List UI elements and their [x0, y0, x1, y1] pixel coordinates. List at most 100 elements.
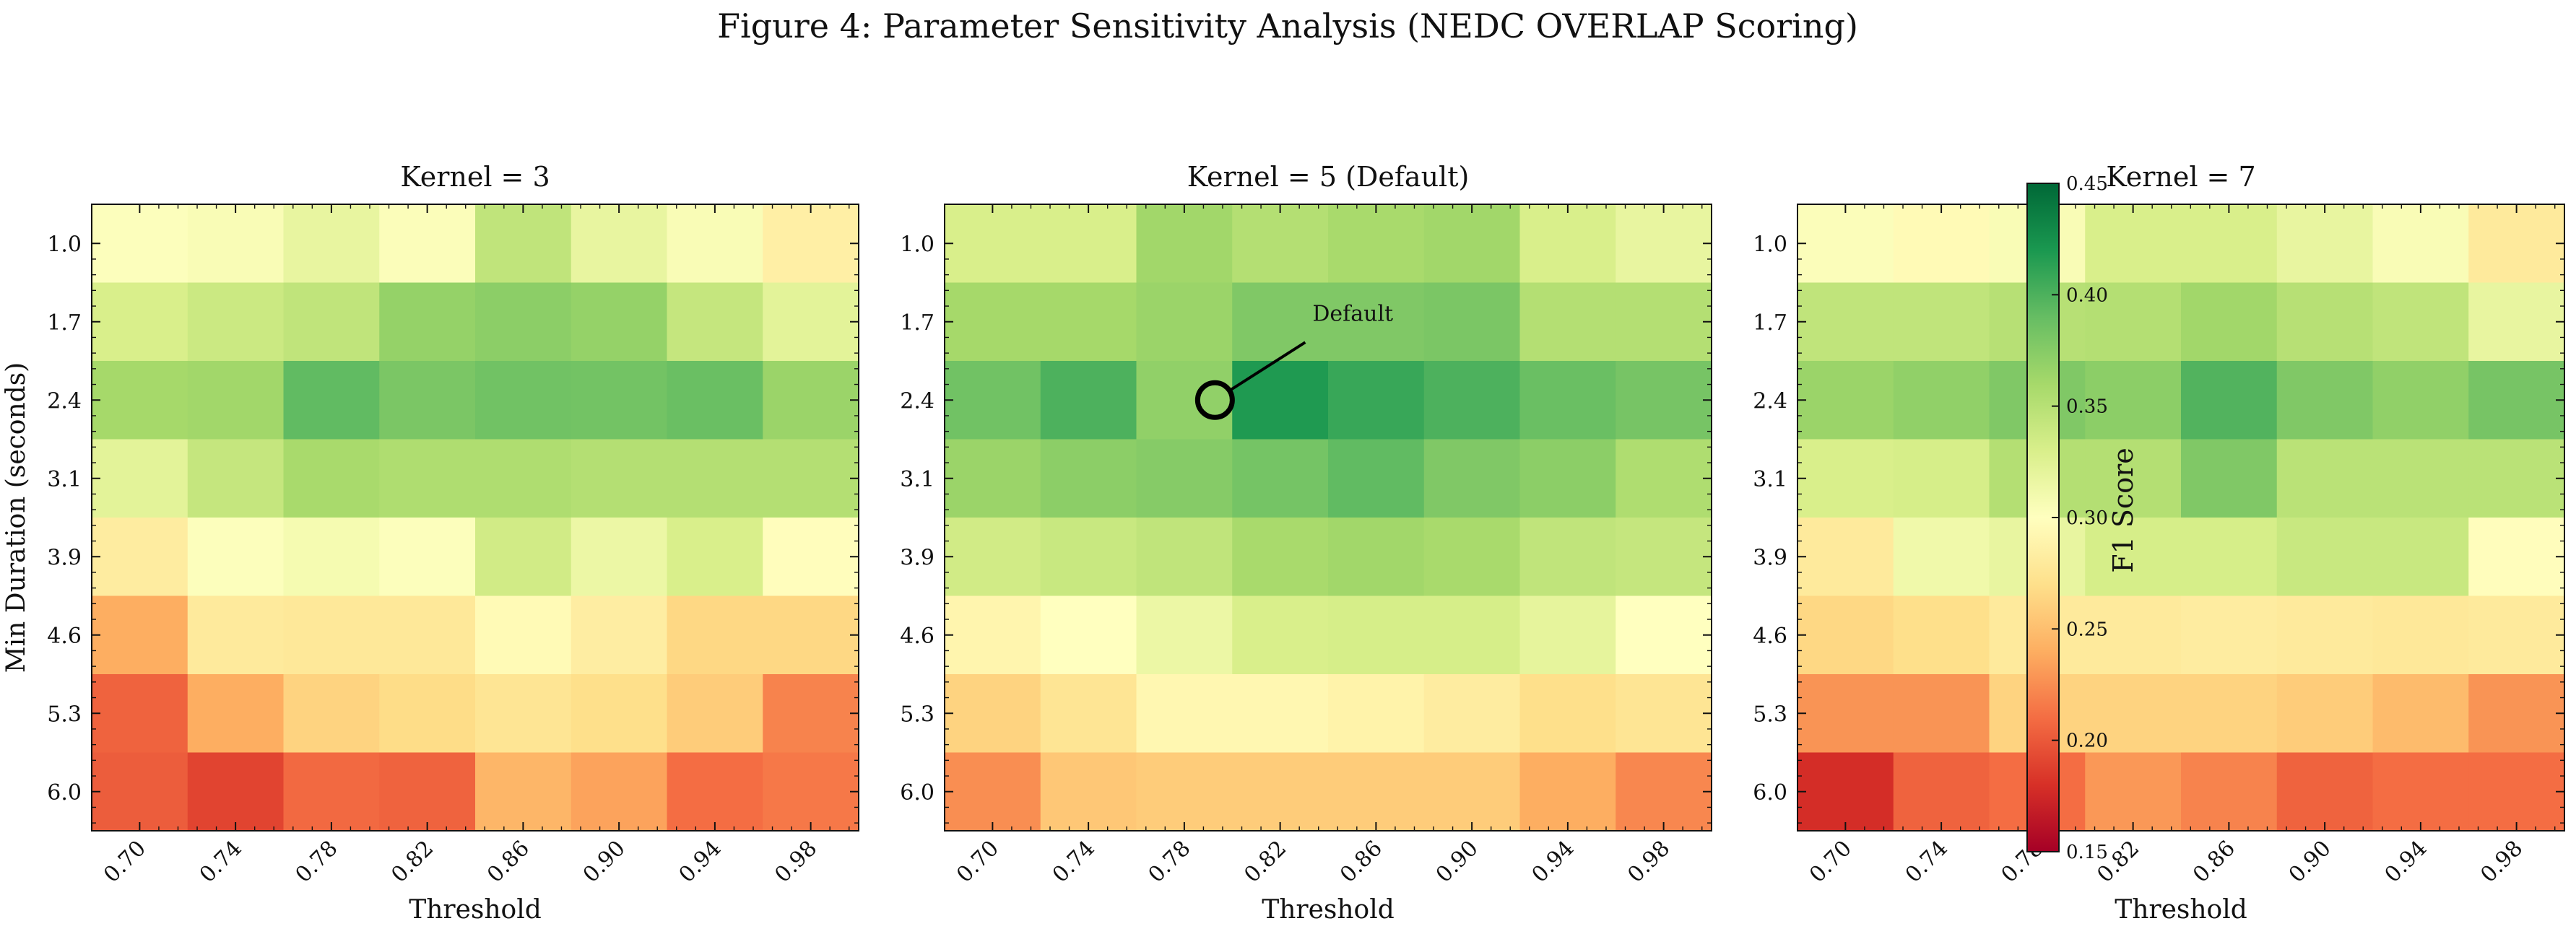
x-tick-label: 0.98 [2476, 836, 2528, 888]
x-tick-label: 0.98 [1623, 836, 1675, 888]
heatmap-cell [667, 361, 763, 440]
heatmap-cell [1616, 674, 1712, 754]
x-tick-label: 0.94 [2380, 836, 2432, 888]
y-axis-label: Min Duration (seconds) [1, 362, 31, 673]
heatmap-cell [1797, 282, 1894, 362]
panel-ticks [945, 204, 1712, 831]
heatmap-cell [2085, 674, 2182, 754]
heatmap-cell [1328, 752, 1425, 832]
heatmap-cell [2181, 361, 2278, 440]
heatmap-cell [945, 518, 1041, 597]
heatmap-cell [667, 752, 763, 832]
heatmap-cell [1797, 204, 1894, 284]
heatmap-cell [1893, 518, 1990, 597]
colorbar-tick-label: 0.35 [2066, 396, 2108, 418]
y-tick-label: 5.3 [900, 702, 934, 727]
heatmap-cell [571, 204, 668, 284]
heatmap-cell [1893, 752, 1990, 832]
heatmap-cell [1328, 674, 1425, 754]
x-tick-label: 0.74 [1901, 836, 1953, 888]
heatmap-cell [571, 674, 668, 754]
heatmap-cell [92, 361, 188, 440]
y-tick-label: 2.4 [1753, 388, 1787, 414]
heatmap-cell [283, 204, 380, 284]
heatmap-cell [1423, 674, 1521, 754]
heatmap-cell [475, 518, 572, 597]
y-tick-label: 3.9 [900, 545, 934, 570]
heatmap-cell [1136, 518, 1233, 597]
heatmap-panels: Kernel = 3 1.0 1.7 2.4 3.1 3.9 4.6 5.3 6.0 0.70 0.… [1, 161, 2565, 925]
heatmap-cell [1136, 674, 1233, 754]
heatmap-cell [571, 518, 668, 597]
heatmap-cell [2372, 204, 2469, 284]
x-tick-label: 0.70 [1805, 836, 1857, 888]
heatmap-cell [92, 282, 188, 362]
heatmap-cell [1423, 204, 1521, 284]
y-tick-label: 4.6 [47, 624, 82, 649]
heatmap-cell [2372, 674, 2469, 754]
heatmap-cell [945, 282, 1041, 362]
y-tick-label: 1.7 [900, 310, 934, 336]
heatmap-cell [1616, 595, 1712, 675]
heatmap-cell [1519, 361, 1616, 440]
heatmap-cell [1616, 752, 1712, 832]
heatmap-cell [1328, 595, 1425, 675]
heatmap-cell [1423, 439, 1521, 518]
heatmap-cell [667, 674, 763, 754]
colorbar-tick-label: 0.20 [2066, 730, 2108, 752]
heatmap-panel-3: Kernel = 7 1.0 1.7 2.4 3.1 3.9 4.6 5.3 6.0 0.70 0.… [1753, 161, 2565, 925]
x-tick-label: 0.94 [675, 836, 727, 888]
heatmap-cell [475, 752, 572, 832]
heatmap-cell [187, 518, 285, 597]
heatmap-cell [945, 752, 1041, 832]
panel-title: Kernel = 3 [400, 161, 550, 193]
heatmap-cell [2372, 282, 2469, 362]
heatmap-cell [1232, 204, 1329, 284]
heatmap-cell [945, 595, 1041, 675]
heatmap-cell [1328, 282, 1425, 362]
heatmap-cell [2468, 361, 2565, 440]
heatmap-cell [1519, 439, 1616, 518]
heatmap-cell [92, 439, 188, 518]
heatmap-cell [475, 282, 572, 362]
colorbar-tick-label: 0.40 [2066, 284, 2108, 306]
heatmap-cell [283, 595, 380, 675]
heatmap-cell [2276, 595, 2374, 675]
heatmap-cell [283, 361, 380, 440]
heatmap-cell [667, 282, 763, 362]
heatmap-cell [2085, 595, 2182, 675]
heatmap-cell [2181, 282, 2278, 362]
heatmap-cell [2468, 752, 2565, 832]
heatmap-cell [1040, 518, 1137, 597]
heatmap-cell [1136, 595, 1233, 675]
heatmap-cell [1519, 595, 1616, 675]
panel-frame [944, 204, 1712, 832]
heatmap-cell [1136, 282, 1233, 362]
heatmap-cell [2468, 674, 2565, 754]
heatmap-cell [283, 752, 380, 832]
y-tick-label: 3.1 [1753, 467, 1787, 492]
heatmap-cell [187, 204, 285, 284]
heatmap-cell [1519, 204, 1616, 284]
heatmap-cell [2468, 439, 2565, 518]
heatmap-cell [1797, 518, 1894, 597]
heatmap-cell [667, 595, 763, 675]
y-tick-label: 1.7 [1753, 310, 1787, 336]
heatmap-cell [187, 439, 285, 518]
heatmap-cell [2181, 674, 2278, 754]
heatmap-cell [475, 674, 572, 754]
heatmap-cell [379, 439, 476, 518]
y-tick-label: 4.6 [1753, 624, 1787, 649]
colorbar-tick-label: 0.15 [2066, 842, 2108, 863]
heatmap-cell [1616, 361, 1712, 440]
heatmap-cell [1423, 595, 1521, 675]
heatmap-cell [187, 282, 285, 362]
x-tick-label: 0.78 [1144, 836, 1196, 888]
heatmap-cell [379, 752, 476, 832]
heatmap-cell [945, 674, 1041, 754]
heatmap-cell [1232, 674, 1329, 754]
heatmap-cell [1616, 204, 1712, 284]
heatmap-cell [2181, 518, 2278, 597]
figure-title: Figure 4: Parameter Sensitivity Analysis… [717, 6, 1858, 45]
heatmap-cell [1423, 361, 1521, 440]
